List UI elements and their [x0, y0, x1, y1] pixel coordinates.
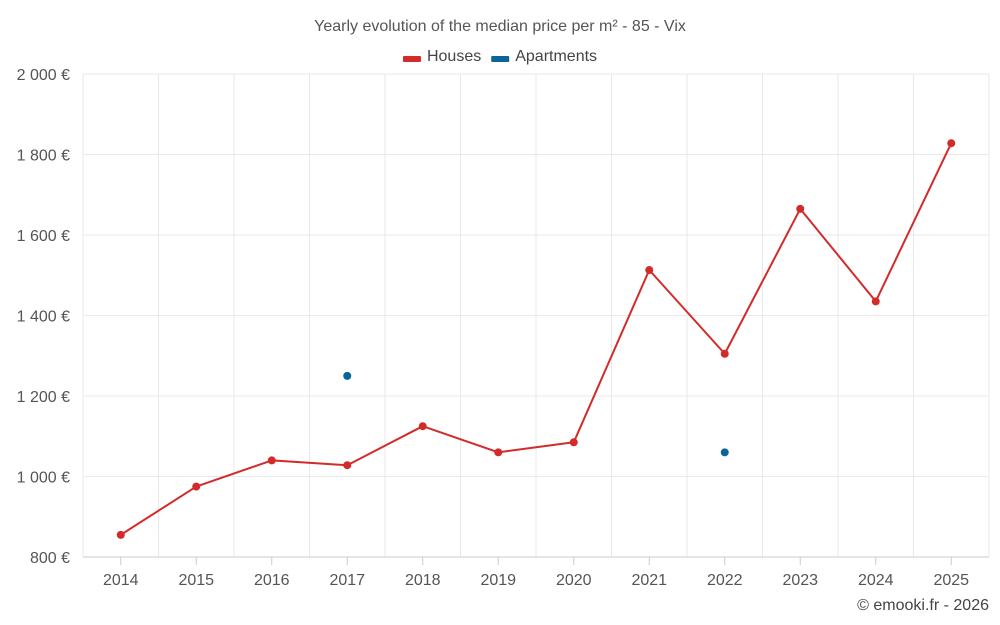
x-tick-label: 2016	[254, 572, 290, 589]
legend: Houses Apartments	[402, 48, 597, 65]
data-point[interactable]	[343, 371, 352, 380]
legend-swatch	[491, 56, 510, 62]
data-point[interactable]	[192, 482, 201, 491]
data-point[interactable]	[645, 266, 654, 275]
y-axis: 800 € 1 000 € 1 200 € 1 400 € 1 600 € 1 800 €…	[17, 67, 70, 567]
data-point[interactable]	[267, 456, 276, 465]
y-tick-label: 1 200 €	[17, 389, 70, 406]
x-tick-label: 2019	[480, 572, 516, 589]
credit-text: © emooki.fr - 2026	[857, 597, 989, 614]
series-line	[120, 142, 953, 536]
data-point[interactable]	[720, 349, 729, 358]
data-point[interactable]	[720, 448, 729, 457]
y-tick-label: 2 000 €	[17, 67, 70, 84]
data-point[interactable]	[569, 438, 578, 447]
x-tick-label: 2017	[329, 572, 365, 589]
y-tick-label: 1 000 €	[17, 470, 70, 487]
data-point[interactable]	[494, 448, 503, 457]
legend-item-houses[interactable]: Houses	[402, 48, 481, 65]
data-point[interactable]	[116, 530, 125, 539]
data-point[interactable]	[871, 297, 880, 306]
x-tick-label: 2018	[405, 572, 441, 589]
grid	[82, 73, 990, 557]
series-apartments	[343, 371, 729, 457]
x-tick-label: 2024	[858, 572, 894, 589]
y-tick-label: 1 600 €	[17, 228, 70, 245]
legend-label: Houses	[427, 48, 481, 65]
legend-label: Apartments	[515, 48, 597, 65]
y-tick-label: 1 400 €	[17, 309, 70, 326]
y-tick-label: 1 800 €	[17, 148, 70, 165]
data-point[interactable]	[418, 422, 427, 431]
x-tick-label: 2020	[556, 572, 592, 589]
data-point[interactable]	[343, 461, 352, 470]
legend-item-apartments[interactable]: Apartments	[491, 48, 597, 65]
x-tick-label: 2023	[782, 572, 818, 589]
x-tick-label: 2021	[631, 572, 667, 589]
x-tick-label: 2014	[103, 572, 139, 589]
x-tick-label: 2025	[933, 572, 969, 589]
legend-swatch	[402, 56, 421, 62]
chart-title: Yearly evolution of the median price per…	[314, 18, 686, 35]
x-tick-label: 2015	[178, 572, 214, 589]
x-tick-label: 2022	[707, 572, 743, 589]
series-houses	[116, 139, 956, 539]
data-point[interactable]	[796, 204, 805, 213]
x-axis: 2014 2015 2016 2017 2018 2019 2020 2021 2022 2023…	[83, 556, 989, 589]
series-layer	[116, 139, 956, 539]
data-point[interactable]	[947, 139, 956, 148]
y-tick-label: 800 €	[30, 550, 70, 567]
